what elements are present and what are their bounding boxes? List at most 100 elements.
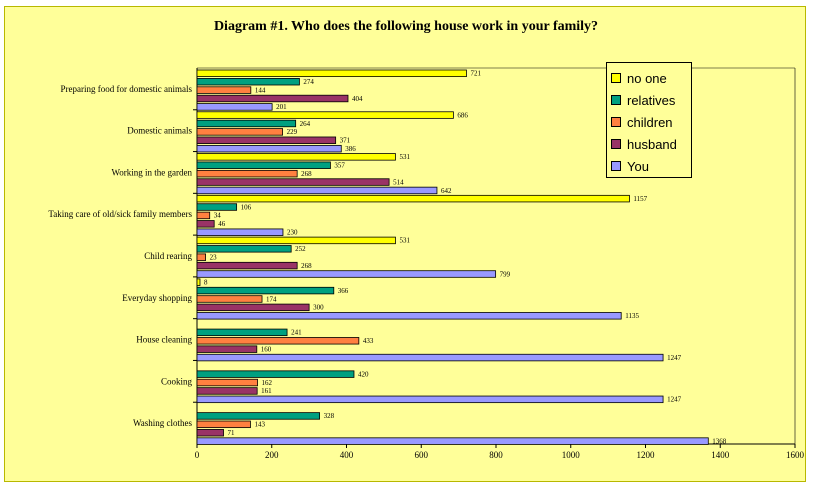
- data-label: 1247: [667, 354, 682, 362]
- legend-item: husband: [607, 133, 691, 155]
- category-label: Child rearing: [144, 251, 192, 261]
- data-label: 686: [457, 111, 468, 119]
- bar-husband: [196, 429, 224, 437]
- data-label: 1247: [667, 396, 682, 404]
- data-label: 1157: [633, 195, 647, 203]
- data-label: 160: [261, 345, 272, 353]
- legend-item: children: [607, 111, 691, 133]
- category-label: Domestic animals: [127, 126, 192, 136]
- data-label: 514: [393, 178, 404, 186]
- bar-husband: [196, 345, 258, 353]
- bar-no-one: [196, 69, 467, 77]
- bar-children: [196, 128, 283, 136]
- bar-you: [196, 270, 497, 278]
- data-label: 34: [214, 212, 222, 220]
- data-label: 531: [399, 237, 410, 245]
- x-tick-label: 1400: [711, 450, 730, 460]
- data-label: 162: [262, 379, 273, 387]
- data-label: 106: [241, 203, 252, 211]
- bar-no-one: [196, 278, 201, 286]
- chart-frame: Diagram #1. Who does the following house…: [4, 6, 806, 482]
- legend-swatch: [611, 161, 621, 171]
- bar-children: [196, 211, 211, 220]
- bar-no-one: [196, 111, 454, 119]
- data-label: 357: [334, 162, 345, 170]
- data-label: 721: [470, 70, 481, 78]
- data-label: 252: [295, 245, 306, 253]
- data-label: 799: [500, 270, 511, 278]
- data-label: 386: [345, 145, 356, 153]
- bar-relatives: [196, 286, 335, 295]
- bar-you: [196, 228, 284, 236]
- legend-swatch: [611, 139, 621, 149]
- bar-you: [196, 353, 664, 362]
- bar-relatives: [196, 78, 300, 86]
- bar-relatives: [196, 119, 297, 128]
- category-label: Working in the garden: [111, 167, 192, 177]
- category-label: Washing clothes: [133, 418, 193, 428]
- legend-item: relatives: [607, 89, 691, 111]
- category-label: House cleaning: [136, 335, 192, 345]
- bar-no-one: [196, 194, 630, 203]
- data-label: 1135: [625, 312, 639, 320]
- data-label: 241: [291, 329, 302, 337]
- data-label: 161: [261, 387, 272, 395]
- bar-relatives: [196, 203, 238, 211]
- legend: no one relatives children husband You: [606, 62, 692, 178]
- data-label: 229: [287, 128, 298, 136]
- data-label: 274: [303, 78, 314, 86]
- category-label: Cooking: [161, 376, 193, 386]
- bar-children: [196, 295, 263, 303]
- legend-swatch: [611, 73, 621, 83]
- bar-husband: [196, 178, 390, 186]
- bar-no-one: [196, 236, 396, 245]
- bar-you: [196, 312, 622, 320]
- bar-you: [196, 144, 342, 153]
- data-label: 531: [399, 153, 410, 161]
- bar-you: [196, 437, 709, 445]
- data-label: 201: [276, 103, 287, 111]
- bar-husband: [196, 261, 298, 270]
- bar-no-one: [196, 153, 396, 161]
- bar-children: [196, 169, 298, 178]
- x-tick-label: 1200: [637, 450, 656, 460]
- x-tick-label: 400: [340, 450, 354, 460]
- data-label: 46: [218, 220, 226, 228]
- bar-relatives: [196, 161, 331, 169]
- bar-children: [196, 378, 258, 387]
- bar-you: [196, 186, 438, 195]
- data-label: 268: [301, 170, 312, 178]
- category-label: Preparing food for domestic animals: [61, 84, 193, 94]
- data-label: 71: [228, 429, 236, 437]
- data-label: 264: [300, 120, 311, 128]
- data-label: 23: [210, 254, 218, 262]
- category-label: Everyday shopping: [122, 293, 192, 303]
- data-label: 433: [363, 337, 374, 345]
- data-label: 366: [338, 287, 349, 295]
- legend-label: relatives: [627, 92, 676, 108]
- legend-label: children: [627, 114, 673, 130]
- bar-relatives: [196, 245, 292, 253]
- x-tick-label: 0: [195, 450, 200, 460]
- data-label: 268: [301, 262, 312, 270]
- data-label: 420: [358, 370, 369, 378]
- data-label: 371: [340, 137, 351, 145]
- bar-relatives: [196, 370, 355, 378]
- bar-children: [196, 253, 206, 261]
- category-label: Taking care of old/sick family members: [48, 209, 192, 219]
- data-label: 300: [313, 304, 324, 312]
- data-label: 328: [324, 412, 335, 420]
- bar-you: [196, 103, 273, 111]
- bar-husband: [196, 136, 337, 144]
- bar-children: [196, 420, 251, 429]
- bar-husband: [196, 94, 349, 103]
- data-label: 143: [254, 421, 265, 429]
- data-label: 230: [287, 229, 298, 237]
- bar-relatives: [196, 412, 320, 420]
- chart-title: Diagram #1. Who does the following house…: [213, 19, 599, 34]
- x-tick-label: 800: [489, 450, 503, 460]
- x-tick-label: 200: [265, 450, 279, 460]
- data-label: 1368: [712, 437, 727, 445]
- bar-husband: [196, 220, 215, 228]
- legend-swatch: [611, 95, 621, 105]
